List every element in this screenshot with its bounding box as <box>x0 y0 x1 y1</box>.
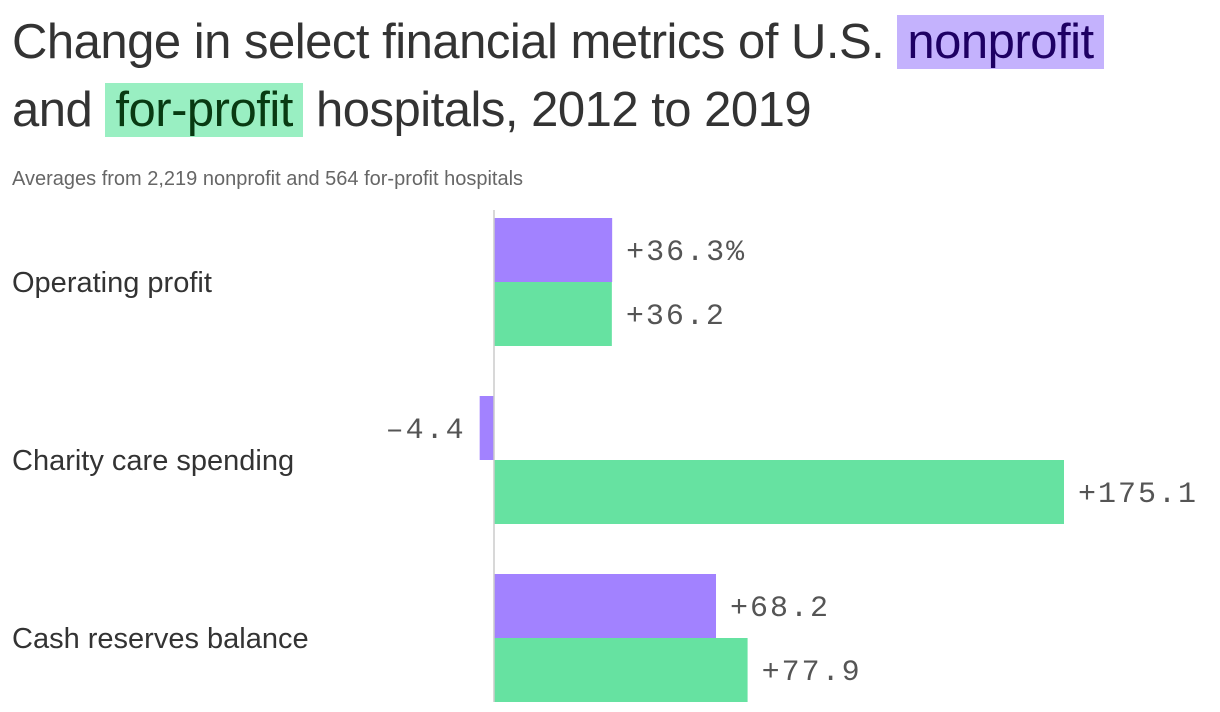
title-part-2: and <box>12 83 93 137</box>
title-part-1: Change in select financial metrics of U.… <box>12 15 885 69</box>
data-label: –4.4 <box>386 414 466 448</box>
title-part-3: hospitals, 2012 to 2019 <box>315 83 812 137</box>
bar-chart: Operating profit +36.3% +36.2 Charity care … <box>12 210 1198 702</box>
bar-forprofit <box>494 282 612 346</box>
category-label: Cash reserves balance <box>12 623 309 655</box>
category-label: Charity care spending <box>12 445 294 477</box>
bar-nonprofit <box>479 396 494 460</box>
data-label: +175.1 <box>1078 478 1198 512</box>
category-label: Operating profit <box>12 267 212 299</box>
data-label: +36.3% <box>626 236 746 270</box>
bar-nonprofit <box>494 218 613 282</box>
chart-title: Change in select financial metrics of U.… <box>12 8 1212 144</box>
title-forprofit-highlight: for-profit <box>105 83 303 137</box>
data-label: +36.2 <box>626 300 726 334</box>
data-label: +68.2 <box>730 592 830 626</box>
data-label: +77.9 <box>762 656 862 690</box>
bar-forprofit <box>494 460 1064 524</box>
bar-forprofit <box>494 638 748 702</box>
chart-subtitle: Averages from 2,219 nonprofit and 564 fo… <box>12 168 524 190</box>
bar-nonprofit <box>494 574 717 638</box>
title-nonprofit-highlight: nonprofit <box>897 15 1104 69</box>
